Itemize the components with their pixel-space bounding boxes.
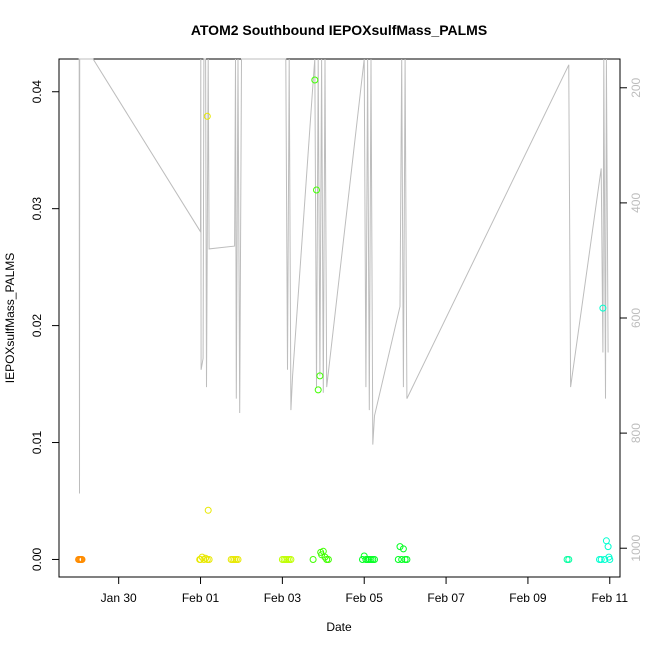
x-tick-label: Feb 11 [592,591,629,605]
data-point [597,556,605,563]
data-point [309,556,317,563]
data-point [316,372,324,380]
data-point [200,556,208,563]
pressure-line [78,58,609,494]
secondary-y-axis: 200 400 600 800 1000 [619,77,643,562]
x-tick-label: Feb 03 [264,591,302,605]
y-tick-label: 0.02 [30,314,44,338]
pressure-line-group [78,58,609,494]
x-axis-label: Date [326,620,352,634]
data-point [314,386,322,394]
data-point [599,304,607,312]
y-axis: 0.00 0.01 0.02 0.03 0.04 [30,80,60,571]
data-point [204,506,212,514]
y2-tick-label: 800 [629,423,643,443]
y2-tick-label: 600 [629,308,643,328]
x-tick-label: Feb 05 [346,591,384,605]
data-point [604,543,612,551]
data-point [78,556,86,563]
data-point [565,556,573,563]
data-point [399,545,407,553]
y-tick-label: 0.00 [30,547,44,571]
data-points [75,76,614,563]
data-point [203,112,211,120]
x-tick-label: Jan 30 [101,591,137,605]
data-point [394,556,402,563]
y-tick-label: 0.04 [30,80,44,104]
y2-tick-label: 1000 [629,535,643,562]
data-point [234,556,242,563]
chart-title: ATOM2 Southbound IEPOXsulfMass_PALMS [191,22,487,38]
data-point [324,556,332,563]
data-point [311,76,319,84]
x-tick-label: Feb 01 [182,591,220,605]
data-point [371,556,378,563]
x-tick-label: Feb 07 [427,591,465,605]
data-point [606,556,614,563]
data-point [403,556,411,563]
y2-tick-label: 200 [629,77,643,97]
y-tick-label: 0.03 [30,197,44,221]
data-point [287,556,295,563]
x-tick-label: Feb 09 [509,591,547,605]
data-point [602,537,610,545]
x-axis: Jan 30 Feb 01 Feb 03 Feb 05 Feb 07 Feb 09 Feb … [101,576,629,605]
y2-tick-label: 400 [629,193,643,213]
data-point [359,556,366,563]
data-point [205,556,213,563]
data-point [398,556,406,563]
data-point [202,554,210,562]
y-tick-label: 0.01 [30,431,44,455]
data-point [313,186,320,194]
y-axis-label: IEPOXsulfMass_PALMS [3,253,17,384]
plot-frame [58,58,621,578]
